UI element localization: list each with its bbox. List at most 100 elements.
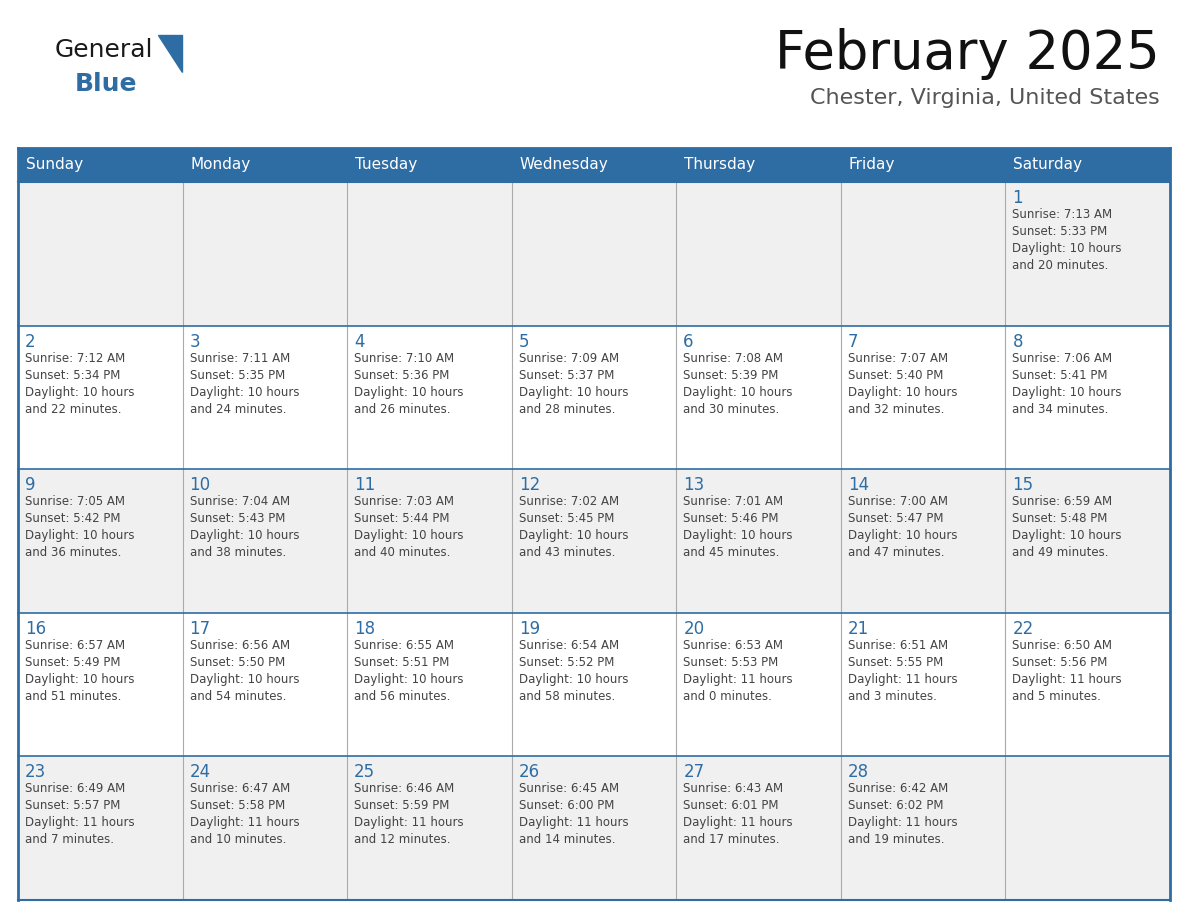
Text: Sunset: 5:43 PM: Sunset: 5:43 PM	[190, 512, 285, 525]
Text: Sunset: 5:33 PM: Sunset: 5:33 PM	[1012, 225, 1107, 238]
Text: Friday: Friday	[849, 158, 896, 173]
Text: and 26 minutes.: and 26 minutes.	[354, 403, 450, 416]
Text: Sunrise: 7:08 AM: Sunrise: 7:08 AM	[683, 352, 783, 364]
Text: Saturday: Saturday	[1013, 158, 1082, 173]
Text: Daylight: 10 hours: Daylight: 10 hours	[190, 529, 299, 543]
Bar	[347, 613, 512, 756]
Text: and 24 minutes.: and 24 minutes.	[190, 403, 286, 416]
Text: Sunset: 5:50 PM: Sunset: 5:50 PM	[190, 655, 285, 669]
Text: 9: 9	[25, 476, 36, 494]
Text: Daylight: 10 hours: Daylight: 10 hours	[1012, 242, 1121, 255]
Text: Daylight: 11 hours: Daylight: 11 hours	[519, 816, 628, 829]
Text: Sunrise: 6:57 AM: Sunrise: 6:57 AM	[25, 639, 125, 652]
Text: and 28 minutes.: and 28 minutes.	[519, 403, 615, 416]
Bar	[841, 326, 1005, 469]
Text: and 54 minutes.: and 54 minutes.	[190, 689, 286, 703]
Text: 19: 19	[519, 620, 539, 638]
Text: Sunrise: 7:04 AM: Sunrise: 7:04 AM	[190, 495, 290, 509]
Text: Sunset: 5:36 PM: Sunset: 5:36 PM	[354, 369, 449, 382]
Bar	[841, 613, 1005, 756]
Text: and 47 minutes.: and 47 minutes.	[848, 546, 944, 559]
Bar	[676, 182, 841, 326]
Bar	[841, 756, 1005, 900]
Text: and 40 minutes.: and 40 minutes.	[354, 546, 450, 559]
Text: Sunrise: 7:07 AM: Sunrise: 7:07 AM	[848, 352, 948, 364]
Text: Daylight: 10 hours: Daylight: 10 hours	[354, 673, 463, 686]
Text: and 38 minutes.: and 38 minutes.	[190, 546, 286, 559]
Bar	[1005, 326, 1170, 469]
Bar	[347, 326, 512, 469]
Text: Sunset: 5:48 PM: Sunset: 5:48 PM	[1012, 512, 1107, 525]
Bar	[347, 469, 512, 613]
Text: Sunrise: 7:03 AM: Sunrise: 7:03 AM	[354, 495, 454, 509]
Text: Sunset: 6:01 PM: Sunset: 6:01 PM	[683, 800, 779, 812]
Text: Daylight: 10 hours: Daylight: 10 hours	[354, 529, 463, 543]
Text: Sunrise: 6:54 AM: Sunrise: 6:54 AM	[519, 639, 619, 652]
Text: Sunrise: 6:47 AM: Sunrise: 6:47 AM	[190, 782, 290, 795]
Text: Daylight: 10 hours: Daylight: 10 hours	[683, 529, 792, 543]
Bar	[512, 613, 676, 756]
Text: Sunset: 5:45 PM: Sunset: 5:45 PM	[519, 512, 614, 525]
Text: Daylight: 10 hours: Daylight: 10 hours	[25, 673, 134, 686]
Text: and 14 minutes.: and 14 minutes.	[519, 834, 615, 846]
Text: Sunrise: 7:05 AM: Sunrise: 7:05 AM	[25, 495, 125, 509]
Text: 23: 23	[25, 764, 46, 781]
Bar	[183, 756, 347, 900]
Text: Sunset: 5:55 PM: Sunset: 5:55 PM	[848, 655, 943, 669]
Text: 18: 18	[354, 620, 375, 638]
Text: Sunset: 6:00 PM: Sunset: 6:00 PM	[519, 800, 614, 812]
Text: Sunrise: 6:43 AM: Sunrise: 6:43 AM	[683, 782, 783, 795]
Bar	[183, 469, 347, 613]
Text: Daylight: 11 hours: Daylight: 11 hours	[1012, 673, 1121, 686]
Text: Sunset: 5:40 PM: Sunset: 5:40 PM	[848, 369, 943, 382]
Text: Daylight: 11 hours: Daylight: 11 hours	[683, 816, 792, 829]
Bar	[183, 326, 347, 469]
Text: 12: 12	[519, 476, 541, 494]
Bar	[18, 613, 183, 756]
Text: and 56 minutes.: and 56 minutes.	[354, 689, 450, 703]
Text: Sunrise: 6:53 AM: Sunrise: 6:53 AM	[683, 639, 783, 652]
Bar	[18, 469, 183, 613]
Text: Sunrise: 7:00 AM: Sunrise: 7:00 AM	[848, 495, 948, 509]
Bar	[512, 148, 676, 182]
Text: Sunrise: 7:01 AM: Sunrise: 7:01 AM	[683, 495, 783, 509]
Bar	[1005, 182, 1170, 326]
Text: and 17 minutes.: and 17 minutes.	[683, 834, 779, 846]
Text: 6: 6	[683, 332, 694, 351]
Text: Sunset: 5:44 PM: Sunset: 5:44 PM	[354, 512, 449, 525]
Bar	[347, 148, 512, 182]
Text: Sunrise: 7:06 AM: Sunrise: 7:06 AM	[1012, 352, 1112, 364]
Text: and 3 minutes.: and 3 minutes.	[848, 689, 936, 703]
Bar	[18, 182, 183, 326]
Text: and 19 minutes.: and 19 minutes.	[848, 834, 944, 846]
Text: Sunrise: 6:55 AM: Sunrise: 6:55 AM	[354, 639, 454, 652]
Text: and 34 minutes.: and 34 minutes.	[1012, 403, 1108, 416]
Text: 24: 24	[190, 764, 210, 781]
Text: and 58 minutes.: and 58 minutes.	[519, 689, 615, 703]
Text: 7: 7	[848, 332, 859, 351]
Bar	[183, 148, 347, 182]
Text: Sunset: 5:47 PM: Sunset: 5:47 PM	[848, 512, 943, 525]
Text: Daylight: 10 hours: Daylight: 10 hours	[519, 673, 628, 686]
Text: Daylight: 10 hours: Daylight: 10 hours	[354, 386, 463, 398]
Text: 3: 3	[190, 332, 201, 351]
Text: and 43 minutes.: and 43 minutes.	[519, 546, 615, 559]
Bar	[512, 756, 676, 900]
Text: 14: 14	[848, 476, 868, 494]
Text: Sunrise: 6:45 AM: Sunrise: 6:45 AM	[519, 782, 619, 795]
Text: Daylight: 11 hours: Daylight: 11 hours	[25, 816, 134, 829]
Polygon shape	[158, 35, 182, 72]
Bar	[18, 756, 183, 900]
Text: Sunset: 5:46 PM: Sunset: 5:46 PM	[683, 512, 779, 525]
Text: Sunrise: 7:09 AM: Sunrise: 7:09 AM	[519, 352, 619, 364]
Text: Sunrise: 7:10 AM: Sunrise: 7:10 AM	[354, 352, 454, 364]
Bar	[512, 326, 676, 469]
Text: Sunset: 5:56 PM: Sunset: 5:56 PM	[1012, 655, 1107, 669]
Text: Sunset: 5:52 PM: Sunset: 5:52 PM	[519, 655, 614, 669]
Bar	[183, 613, 347, 756]
Text: Daylight: 10 hours: Daylight: 10 hours	[190, 386, 299, 398]
Bar	[347, 182, 512, 326]
Bar	[676, 148, 841, 182]
Text: Sunrise: 6:56 AM: Sunrise: 6:56 AM	[190, 639, 290, 652]
Bar	[841, 469, 1005, 613]
